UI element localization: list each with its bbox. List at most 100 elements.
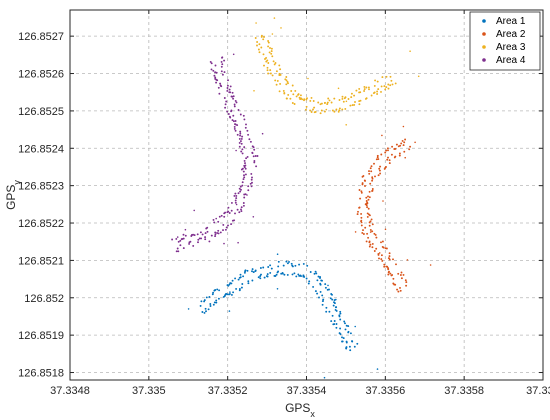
data-point bbox=[333, 302, 336, 305]
data-point bbox=[368, 170, 370, 173]
data-point bbox=[328, 288, 330, 291]
data-point bbox=[230, 109, 233, 112]
data-point bbox=[324, 101, 326, 104]
data-point bbox=[218, 92, 221, 95]
data-point bbox=[366, 202, 369, 205]
data-point bbox=[219, 82, 222, 85]
data-point bbox=[320, 109, 323, 112]
data-point bbox=[380, 241, 382, 244]
data-point bbox=[337, 110, 340, 113]
data-point bbox=[240, 150, 243, 153]
x-tick-label: 37.3356 bbox=[365, 385, 405, 397]
data-point bbox=[229, 85, 232, 88]
y-tick-label: 126.8525 bbox=[18, 106, 64, 118]
data-point bbox=[355, 89, 358, 92]
data-point bbox=[339, 327, 342, 330]
data-point bbox=[307, 282, 310, 285]
data-point bbox=[382, 200, 384, 202]
data-point bbox=[226, 110, 229, 113]
data-point bbox=[201, 233, 204, 236]
data-point bbox=[261, 132, 264, 135]
y-tick-label: 126.8524 bbox=[18, 143, 64, 155]
data-point bbox=[298, 263, 301, 266]
data-point bbox=[217, 229, 220, 232]
data-point bbox=[204, 236, 207, 239]
data-point bbox=[301, 98, 304, 101]
data-point bbox=[388, 255, 391, 258]
data-point bbox=[260, 46, 263, 49]
data-point bbox=[232, 291, 235, 294]
data-point bbox=[319, 290, 322, 293]
data-point bbox=[283, 273, 286, 276]
data-point bbox=[364, 185, 366, 187]
data-point bbox=[360, 190, 363, 193]
data-point bbox=[239, 276, 242, 279]
data-point bbox=[312, 108, 314, 111]
data-point bbox=[205, 296, 208, 299]
data-point bbox=[389, 75, 392, 78]
data-point bbox=[240, 142, 243, 145]
data-point bbox=[288, 260, 290, 263]
data-point bbox=[384, 151, 387, 154]
data-point bbox=[387, 257, 390, 260]
data-point bbox=[328, 99, 331, 102]
data-point bbox=[345, 124, 348, 126]
data-point bbox=[226, 89, 229, 92]
data-point bbox=[388, 258, 391, 261]
data-point bbox=[268, 51, 271, 54]
data-point bbox=[390, 79, 393, 82]
data-point bbox=[325, 108, 328, 111]
data-point bbox=[238, 137, 241, 140]
data-point bbox=[360, 191, 363, 194]
data-point bbox=[234, 199, 237, 202]
data-point bbox=[351, 104, 354, 107]
y-tick-label: 126.852 bbox=[24, 293, 64, 305]
data-point bbox=[388, 159, 391, 162]
data-point bbox=[251, 176, 253, 179]
data-point bbox=[399, 286, 401, 289]
data-point bbox=[249, 182, 252, 185]
data-point bbox=[310, 96, 313, 99]
data-point bbox=[211, 293, 214, 296]
data-point bbox=[188, 242, 191, 245]
data-point bbox=[171, 238, 174, 241]
data-point bbox=[368, 245, 371, 248]
data-point bbox=[287, 93, 290, 96]
data-point bbox=[227, 224, 229, 227]
data-point bbox=[224, 103, 227, 106]
data-point bbox=[341, 95, 344, 98]
data-point bbox=[270, 267, 273, 270]
data-point bbox=[282, 264, 285, 267]
data-point bbox=[230, 223, 233, 226]
data-point bbox=[385, 247, 388, 250]
data-point bbox=[374, 79, 377, 82]
data-point bbox=[361, 231, 364, 234]
data-point bbox=[306, 97, 308, 100]
data-point bbox=[408, 148, 411, 151]
data-point bbox=[397, 272, 400, 275]
data-point bbox=[244, 173, 247, 176]
data-point bbox=[378, 167, 381, 170]
data-point bbox=[312, 100, 315, 102]
data-point bbox=[373, 162, 375, 165]
data-point bbox=[199, 231, 202, 234]
data-point bbox=[405, 281, 408, 284]
data-point bbox=[232, 53, 235, 56]
data-point bbox=[363, 85, 366, 88]
data-point bbox=[362, 229, 364, 232]
data-point bbox=[341, 336, 343, 339]
data-point bbox=[267, 40, 270, 42]
data-point bbox=[353, 103, 356, 106]
legend-label: Area 4 bbox=[496, 55, 526, 66]
data-point bbox=[365, 196, 368, 199]
y-axis-label: GPSy bbox=[4, 180, 22, 210]
data-point bbox=[369, 182, 372, 185]
data-point bbox=[402, 144, 405, 147]
data-point bbox=[392, 258, 394, 261]
data-point bbox=[216, 79, 219, 82]
data-point bbox=[234, 192, 237, 195]
data-point bbox=[302, 262, 305, 265]
data-point bbox=[213, 301, 216, 304]
data-point bbox=[242, 202, 245, 204]
data-point bbox=[213, 221, 216, 224]
